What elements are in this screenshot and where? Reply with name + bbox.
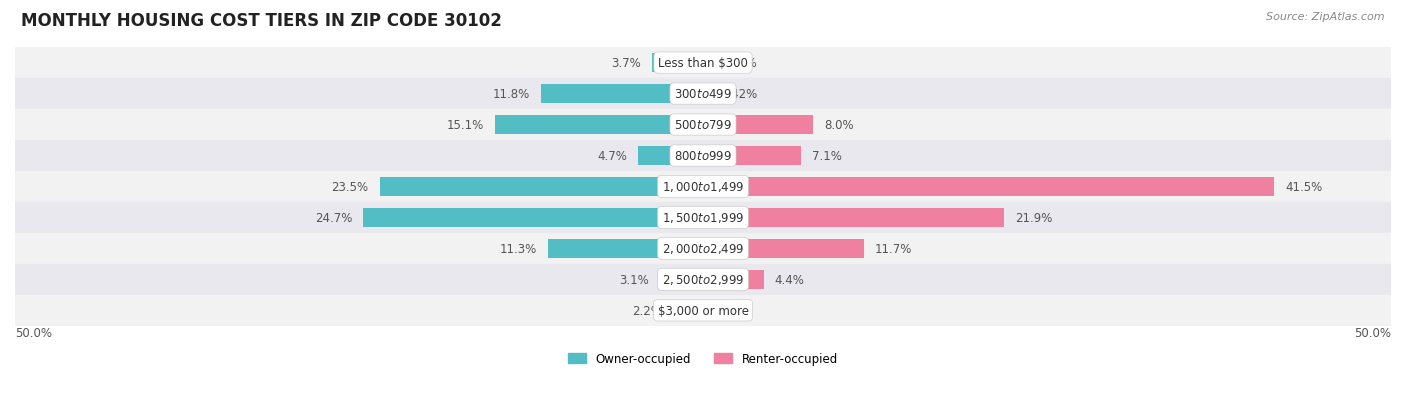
Text: $300 to $499: $300 to $499 [673,88,733,101]
Bar [363,208,703,228]
Text: 21.9%: 21.9% [1015,211,1053,224]
Text: $3,000 or more: $3,000 or more [658,304,748,317]
Text: 50.0%: 50.0% [15,326,52,339]
Text: 4.7%: 4.7% [598,150,627,163]
Text: $2,000 to $2,499: $2,000 to $2,499 [662,242,744,256]
Text: $800 to $999: $800 to $999 [673,150,733,163]
Bar [541,85,703,104]
Bar [547,239,703,259]
Bar [15,295,1391,326]
Text: 50.0%: 50.0% [1354,326,1391,339]
Bar [703,270,763,289]
Bar [703,116,813,135]
Bar [380,178,703,197]
Bar [703,239,865,259]
Bar [672,301,703,320]
Bar [703,54,717,73]
Bar [703,85,709,104]
Bar [15,79,1391,110]
Text: 23.5%: 23.5% [332,180,368,194]
Text: 3.1%: 3.1% [620,273,650,286]
Text: $2,500 to $2,999: $2,500 to $2,999 [662,273,744,287]
Text: 0.0%: 0.0% [714,304,744,317]
Text: 11.7%: 11.7% [875,242,912,255]
Bar [15,264,1391,295]
Bar [15,171,1391,202]
Text: 11.8%: 11.8% [492,88,530,101]
Text: 15.1%: 15.1% [447,119,484,132]
Text: 4.4%: 4.4% [775,273,804,286]
Text: $500 to $799: $500 to $799 [673,119,733,132]
Text: MONTHLY HOUSING COST TIERS IN ZIP CODE 30102: MONTHLY HOUSING COST TIERS IN ZIP CODE 3… [21,12,502,30]
Text: 1.0%: 1.0% [728,57,758,70]
Bar [703,147,800,166]
Bar [15,48,1391,79]
Text: 3.7%: 3.7% [612,57,641,70]
Bar [15,233,1391,264]
Text: 0.42%: 0.42% [720,88,756,101]
Text: $1,500 to $1,999: $1,500 to $1,999 [662,211,744,225]
Bar [661,270,703,289]
Text: 11.3%: 11.3% [499,242,537,255]
Text: Source: ZipAtlas.com: Source: ZipAtlas.com [1267,12,1385,22]
Bar [703,178,1274,197]
Bar [703,208,1004,228]
Text: 7.1%: 7.1% [811,150,842,163]
Text: $1,000 to $1,499: $1,000 to $1,499 [662,180,744,194]
Text: 8.0%: 8.0% [824,119,853,132]
Bar [495,116,703,135]
Text: 41.5%: 41.5% [1285,180,1322,194]
Text: 2.2%: 2.2% [631,304,662,317]
Bar [15,202,1391,233]
Text: 24.7%: 24.7% [315,211,352,224]
Text: Less than $300: Less than $300 [658,57,748,70]
Bar [652,54,703,73]
Legend: Owner-occupied, Renter-occupied: Owner-occupied, Renter-occupied [564,348,842,370]
Bar [638,147,703,166]
Bar [15,141,1391,171]
Bar [15,110,1391,141]
